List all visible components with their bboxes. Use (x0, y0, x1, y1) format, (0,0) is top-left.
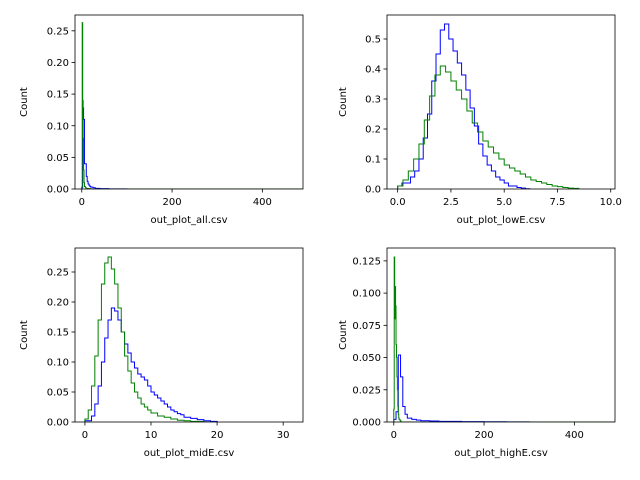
y-tick-label: 0.125 (352, 256, 381, 267)
y-tick-label: 0.050 (352, 353, 381, 364)
histogram-series-2 (397, 65, 580, 189)
y-tick-label: 0.10 (47, 121, 69, 132)
x-tick-label: 10 (145, 430, 158, 441)
histogram-series-2 (84, 256, 218, 422)
subplot-4: 0 200 400 0.000 0.025 0.050 0.075 0.100 0.125 out… (338, 247, 616, 459)
y-tick-label: 0.100 (352, 289, 381, 300)
plot-area (84, 256, 218, 422)
y-tick-label: 0.5 (365, 35, 381, 46)
y-tick-label: 0.00 (47, 418, 69, 429)
y-tick-label: 0.4 (365, 65, 381, 76)
y-tick-label: 0.2 (365, 125, 381, 136)
y-tick-label: 0.05 (47, 153, 69, 164)
x-axis-label: out_plot_all.csv (150, 215, 227, 226)
y-tick-label: 0.25 (47, 268, 69, 279)
x-tick-label: 400 (565, 430, 584, 441)
y-tick-label: 0.15 (47, 328, 69, 339)
y-tick-label: 0.025 (352, 385, 381, 396)
histogram-series-1 (84, 307, 218, 422)
y-tick-label: 0.0 (365, 185, 381, 196)
x-tick-label: 7.5 (550, 197, 566, 208)
x-tick-label: 5.0 (496, 197, 512, 208)
y-tick-label: 0.20 (47, 298, 69, 309)
y-tick-label: 0.1 (365, 155, 381, 166)
x-tick-label: 10.0 (600, 197, 622, 208)
x-tick-label: 30 (277, 430, 290, 441)
x-tick-label: 200 (163, 197, 182, 208)
x-tick-label: 2.5 (443, 197, 459, 208)
y-tick-label: 0.05 (47, 388, 69, 399)
y-tick-label: 0.000 (352, 418, 381, 429)
subplot-1: 0 200 400 0.00 0.05 0.10 0.15 0.20 0.25 out_plot_… (19, 14, 304, 226)
axes-frame (386, 14, 616, 190)
y-tick-label: 0.20 (47, 58, 69, 69)
plot-area (397, 23, 580, 189)
x-tick-label: 400 (253, 197, 272, 208)
y-axis-label: Count (19, 87, 30, 117)
y-axis-label: Count (19, 320, 30, 350)
subplot-2: 0.0 2.5 5.0 7.5 10.0 0.0 0.1 0.2 0.3 0.4 0.5 out_pl… (338, 14, 622, 226)
y-axis-label: Count (338, 320, 349, 350)
subplot-3: 0 10 20 30 0.00 0.05 0.10 0.15 0.20 0.25 out_plot_… (19, 247, 304, 459)
axes-frame (386, 247, 616, 423)
y-tick-label: 0.3 (365, 95, 381, 106)
x-axis-label: out_plot_lowE.csv (457, 215, 546, 226)
x-tick-label: 20 (211, 430, 224, 441)
y-tick-label: 0.075 (352, 321, 381, 332)
histogram-series-2 (81, 22, 303, 189)
y-tick-label: 0.00 (47, 185, 69, 196)
axes-frame (74, 14, 304, 190)
x-tick-label: 0 (391, 430, 397, 441)
y-axis-label: Count (338, 87, 349, 117)
y-tick-label: 0.15 (47, 90, 69, 101)
axes-frame (74, 247, 304, 423)
histogram-series-1 (397, 23, 531, 189)
x-tick-label: 0 (79, 197, 85, 208)
x-axis-label: out_plot_midE.csv (144, 448, 235, 459)
y-tick-label: 0.25 (47, 26, 69, 37)
x-axis-label: out_plot_highE.csv (454, 448, 548, 459)
x-tick-label: 0.0 (390, 197, 406, 208)
x-tick-label: 0 (82, 430, 88, 441)
y-tick-label: 0.10 (47, 358, 69, 369)
histogram-series-2 (393, 256, 615, 422)
x-tick-label: 200 (475, 430, 494, 441)
